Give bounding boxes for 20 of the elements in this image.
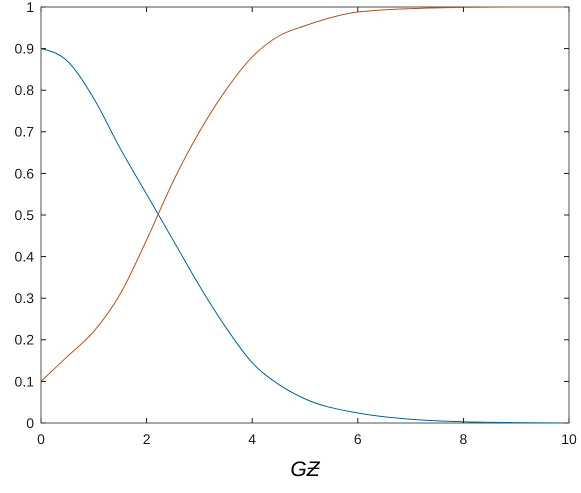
y-tick-label: 0 [26, 414, 34, 431]
y-tick-label: 0.7 [14, 124, 34, 140]
line-series [40, 48, 570, 424]
x-tick-label: 8 [460, 431, 468, 447]
y-tick-label: 0.2 [14, 332, 34, 348]
x-tick-label: 2 [142, 431, 151, 447]
x-axis-title: GƵ [290, 458, 321, 481]
y-tick-label: 1 [26, 0, 34, 15]
y-tick-label: 0.5 [14, 206, 34, 223]
y-tick-label: 0.9 [14, 40, 34, 56]
x-tick-label: 0 [37, 431, 46, 447]
y-tick-label: 0.6 [14, 165, 34, 182]
x-tick-label: 6 [354, 431, 362, 447]
x-tick-label: 10 [561, 431, 577, 447]
line-series [40, 6, 570, 382]
y-tick-label: 0.8 [14, 82, 34, 98]
y-tick-label: 0.1 [14, 373, 34, 390]
y-tick-label: 0.4 [14, 248, 34, 264]
x-tick-label: 4 [248, 431, 256, 447]
y-tick-label: 0.3 [14, 290, 34, 306]
